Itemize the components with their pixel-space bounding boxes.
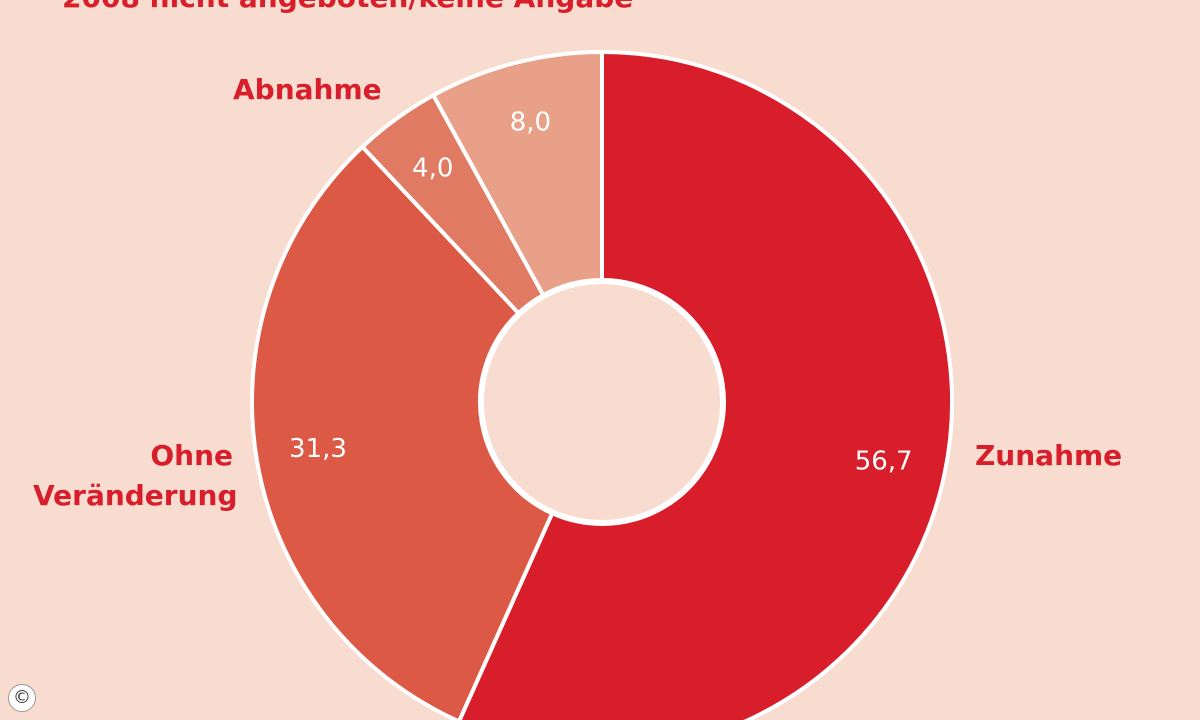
- value-label: 56,7: [855, 447, 913, 477]
- category-label: Zunahme: [975, 439, 1123, 472]
- donut-hole: [480, 280, 724, 524]
- value-label: 8,0: [510, 108, 551, 138]
- copyright: ©: [8, 684, 36, 712]
- category-label: Ohne Veränderung: [33, 439, 238, 512]
- category-label: Abnahme: [233, 73, 382, 106]
- value-label: 4,0: [412, 154, 453, 184]
- value-label: 31,3: [289, 434, 347, 464]
- top-label: 2008 nicht angeboten/keine Angabe: [62, 0, 633, 18]
